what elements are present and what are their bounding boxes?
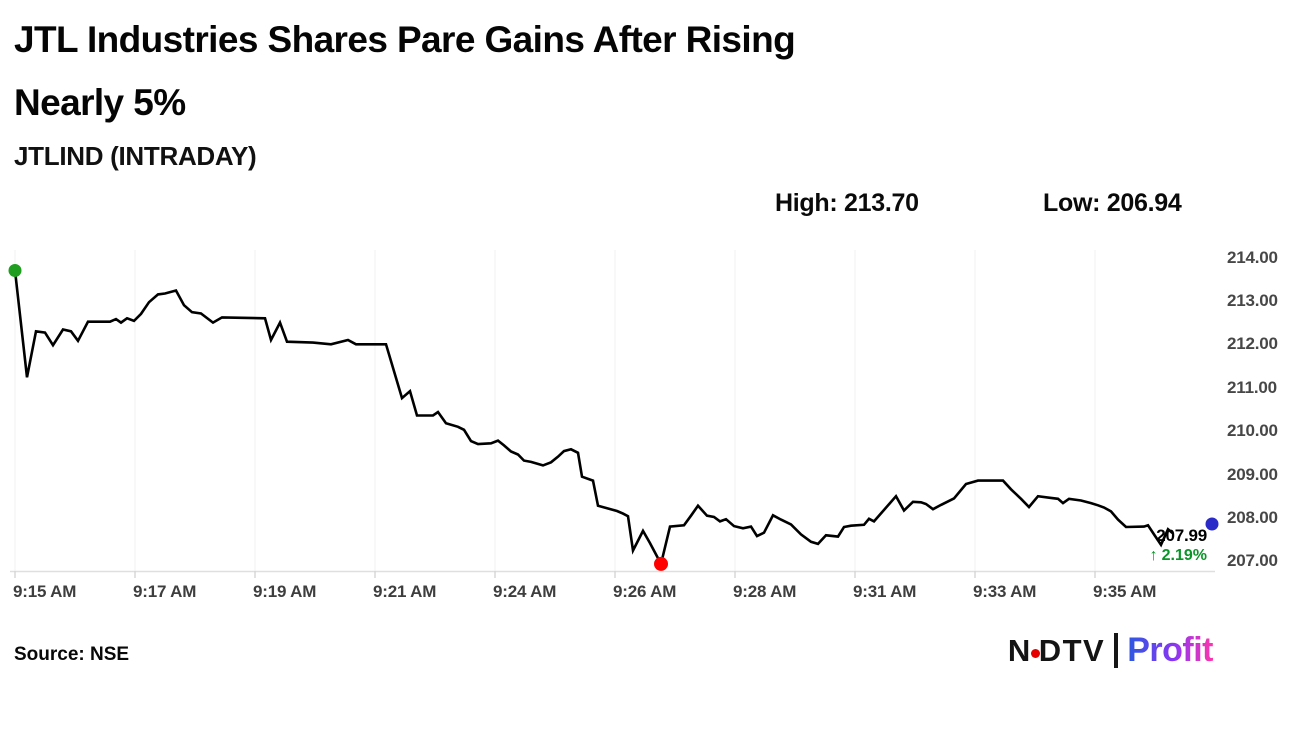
x-axis-label: 9:33 AM	[973, 582, 1037, 601]
y-axis-label: 213.00	[1227, 291, 1278, 310]
ndtv-wordmark: N DTV	[1008, 633, 1105, 669]
ndtv-profit-logo: N DTV Profit	[1008, 631, 1214, 670]
x-axis-label: 9:31 AM	[853, 582, 917, 601]
ndtv-red-dot-icon	[1030, 649, 1040, 658]
headline: JTL Industries Shares Pare Gains After R…	[14, 8, 994, 134]
ndtv-letters-dtv: DTV	[1038, 632, 1106, 668]
x-axis-label: 9:15 AM	[13, 582, 77, 601]
high-stat: High: 213.70	[775, 189, 919, 217]
last-price-label: 207.99	[1156, 526, 1207, 545]
x-axis-label: 9:19 AM	[253, 582, 317, 601]
change-percent-value: 2.19%	[1161, 547, 1207, 564]
low-marker	[654, 556, 668, 571]
headline-line-1: JTL Industries Shares Pare Gains After R…	[14, 19, 796, 60]
y-axis-label: 214.00	[1227, 248, 1278, 267]
ndtv-letter-n: N	[1007, 632, 1032, 668]
symbol-subtitle: JTLIND (INTRADAY)	[14, 141, 257, 171]
x-axis-label: 9:21 AM	[373, 582, 437, 601]
profit-wordmark: Profit	[1127, 631, 1213, 669]
y-axis-label: 207.00	[1227, 551, 1278, 570]
low-stat: Low: 206.94	[1043, 189, 1182, 217]
x-axis-label: 9:17 AM	[133, 582, 197, 601]
x-axis-label: 9:28 AM	[733, 582, 797, 601]
price-line	[13, 269, 1174, 568]
source-attribution: Source: NSE	[14, 644, 130, 665]
x-axis-label: 9:26 AM	[613, 582, 677, 601]
last-marker	[1205, 517, 1219, 531]
y-axis-label: 208.00	[1227, 508, 1278, 527]
y-axis-label: 211.00	[1227, 378, 1277, 397]
y-axis-label: 212.00	[1227, 334, 1278, 353]
change-percent-label: ↑ 2.19%	[1150, 547, 1207, 565]
up-arrow-icon: ↑	[1149, 547, 1158, 564]
y-axis-label: 210.00	[1227, 421, 1278, 440]
headline-line-2: Nearly 5%	[14, 82, 186, 123]
open-marker	[8, 264, 22, 277]
y-axis-label: 209.00	[1227, 465, 1278, 484]
logo-divider-bar	[1114, 633, 1119, 668]
x-axis-label: 9:24 AM	[493, 582, 557, 601]
x-axis-label: 9:35 AM	[1093, 582, 1157, 601]
